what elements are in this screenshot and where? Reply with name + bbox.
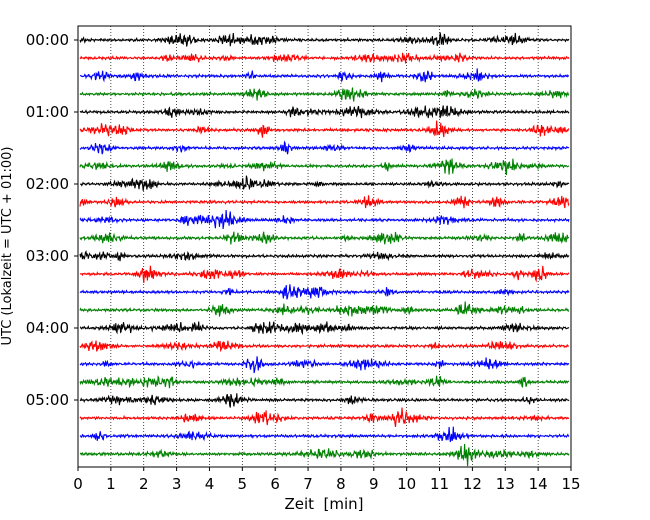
trace-line xyxy=(79,231,570,245)
x-tick-label: 10 xyxy=(397,475,416,493)
trace-line xyxy=(79,195,570,209)
x-tick-label: 11 xyxy=(430,475,449,493)
trace-line xyxy=(79,140,570,155)
y-tick-label: 01:00 xyxy=(26,103,69,121)
trace-line xyxy=(79,68,570,83)
trace-line xyxy=(79,209,570,230)
trace-line xyxy=(79,426,570,443)
x-axis-ticks: 0 1 2 3 4 5 6 7 8 9 10 11 12 13 14 15 xyxy=(73,467,581,493)
plot-frame xyxy=(77,25,572,468)
trace-line xyxy=(79,284,570,300)
x-tick-label: 2 xyxy=(139,475,149,493)
x-tick-label: 7 xyxy=(303,475,313,493)
x-tick-label: 13 xyxy=(496,475,515,493)
trace-line xyxy=(79,393,570,408)
y-tick-label: 00:00 xyxy=(26,31,69,49)
x-tick-label: 8 xyxy=(336,475,346,493)
trace-line xyxy=(79,250,570,262)
trace-line xyxy=(79,87,570,102)
trace-line xyxy=(79,375,570,389)
x-tick-label: 14 xyxy=(529,475,548,493)
trace-line xyxy=(79,105,570,119)
x-tick-label: 1 xyxy=(106,475,116,493)
trace-line xyxy=(79,158,570,176)
trace-line xyxy=(79,321,570,336)
y-tick-label: 04:00 xyxy=(26,319,69,337)
trace-line xyxy=(79,265,570,284)
trace-line xyxy=(79,120,570,138)
trace-line xyxy=(79,407,570,428)
trace-line xyxy=(79,356,570,374)
seismic-traces xyxy=(79,32,570,467)
trace-line xyxy=(79,32,570,47)
x-axis-label: Zeit [min] xyxy=(284,495,363,513)
x-tick-label: 6 xyxy=(270,475,280,493)
x-tick-label: 4 xyxy=(205,475,215,493)
x-tick-label: 12 xyxy=(463,475,482,493)
y-tick-label: 02:00 xyxy=(26,175,69,193)
y-tick-label: 05:00 xyxy=(26,391,69,409)
y-axis-label: UTC (Lokalzeit = UTC + 01:00) xyxy=(0,147,15,346)
x-tick-label: 9 xyxy=(369,475,379,493)
trace-line xyxy=(79,175,570,191)
trace-line xyxy=(79,52,570,64)
trace-line xyxy=(79,301,570,317)
x-tick-label: 3 xyxy=(172,475,182,493)
x-tick-label: 5 xyxy=(238,475,248,493)
y-tick-label: 03:00 xyxy=(26,247,69,265)
y-axis-ticks: 00:00 01:00 02:00 03:00 04:00 05:00 xyxy=(26,31,78,409)
trace-line xyxy=(79,443,570,467)
x-tick-label: 15 xyxy=(561,475,580,493)
x-tick-label: 0 xyxy=(73,475,83,493)
trace-line xyxy=(79,340,570,353)
